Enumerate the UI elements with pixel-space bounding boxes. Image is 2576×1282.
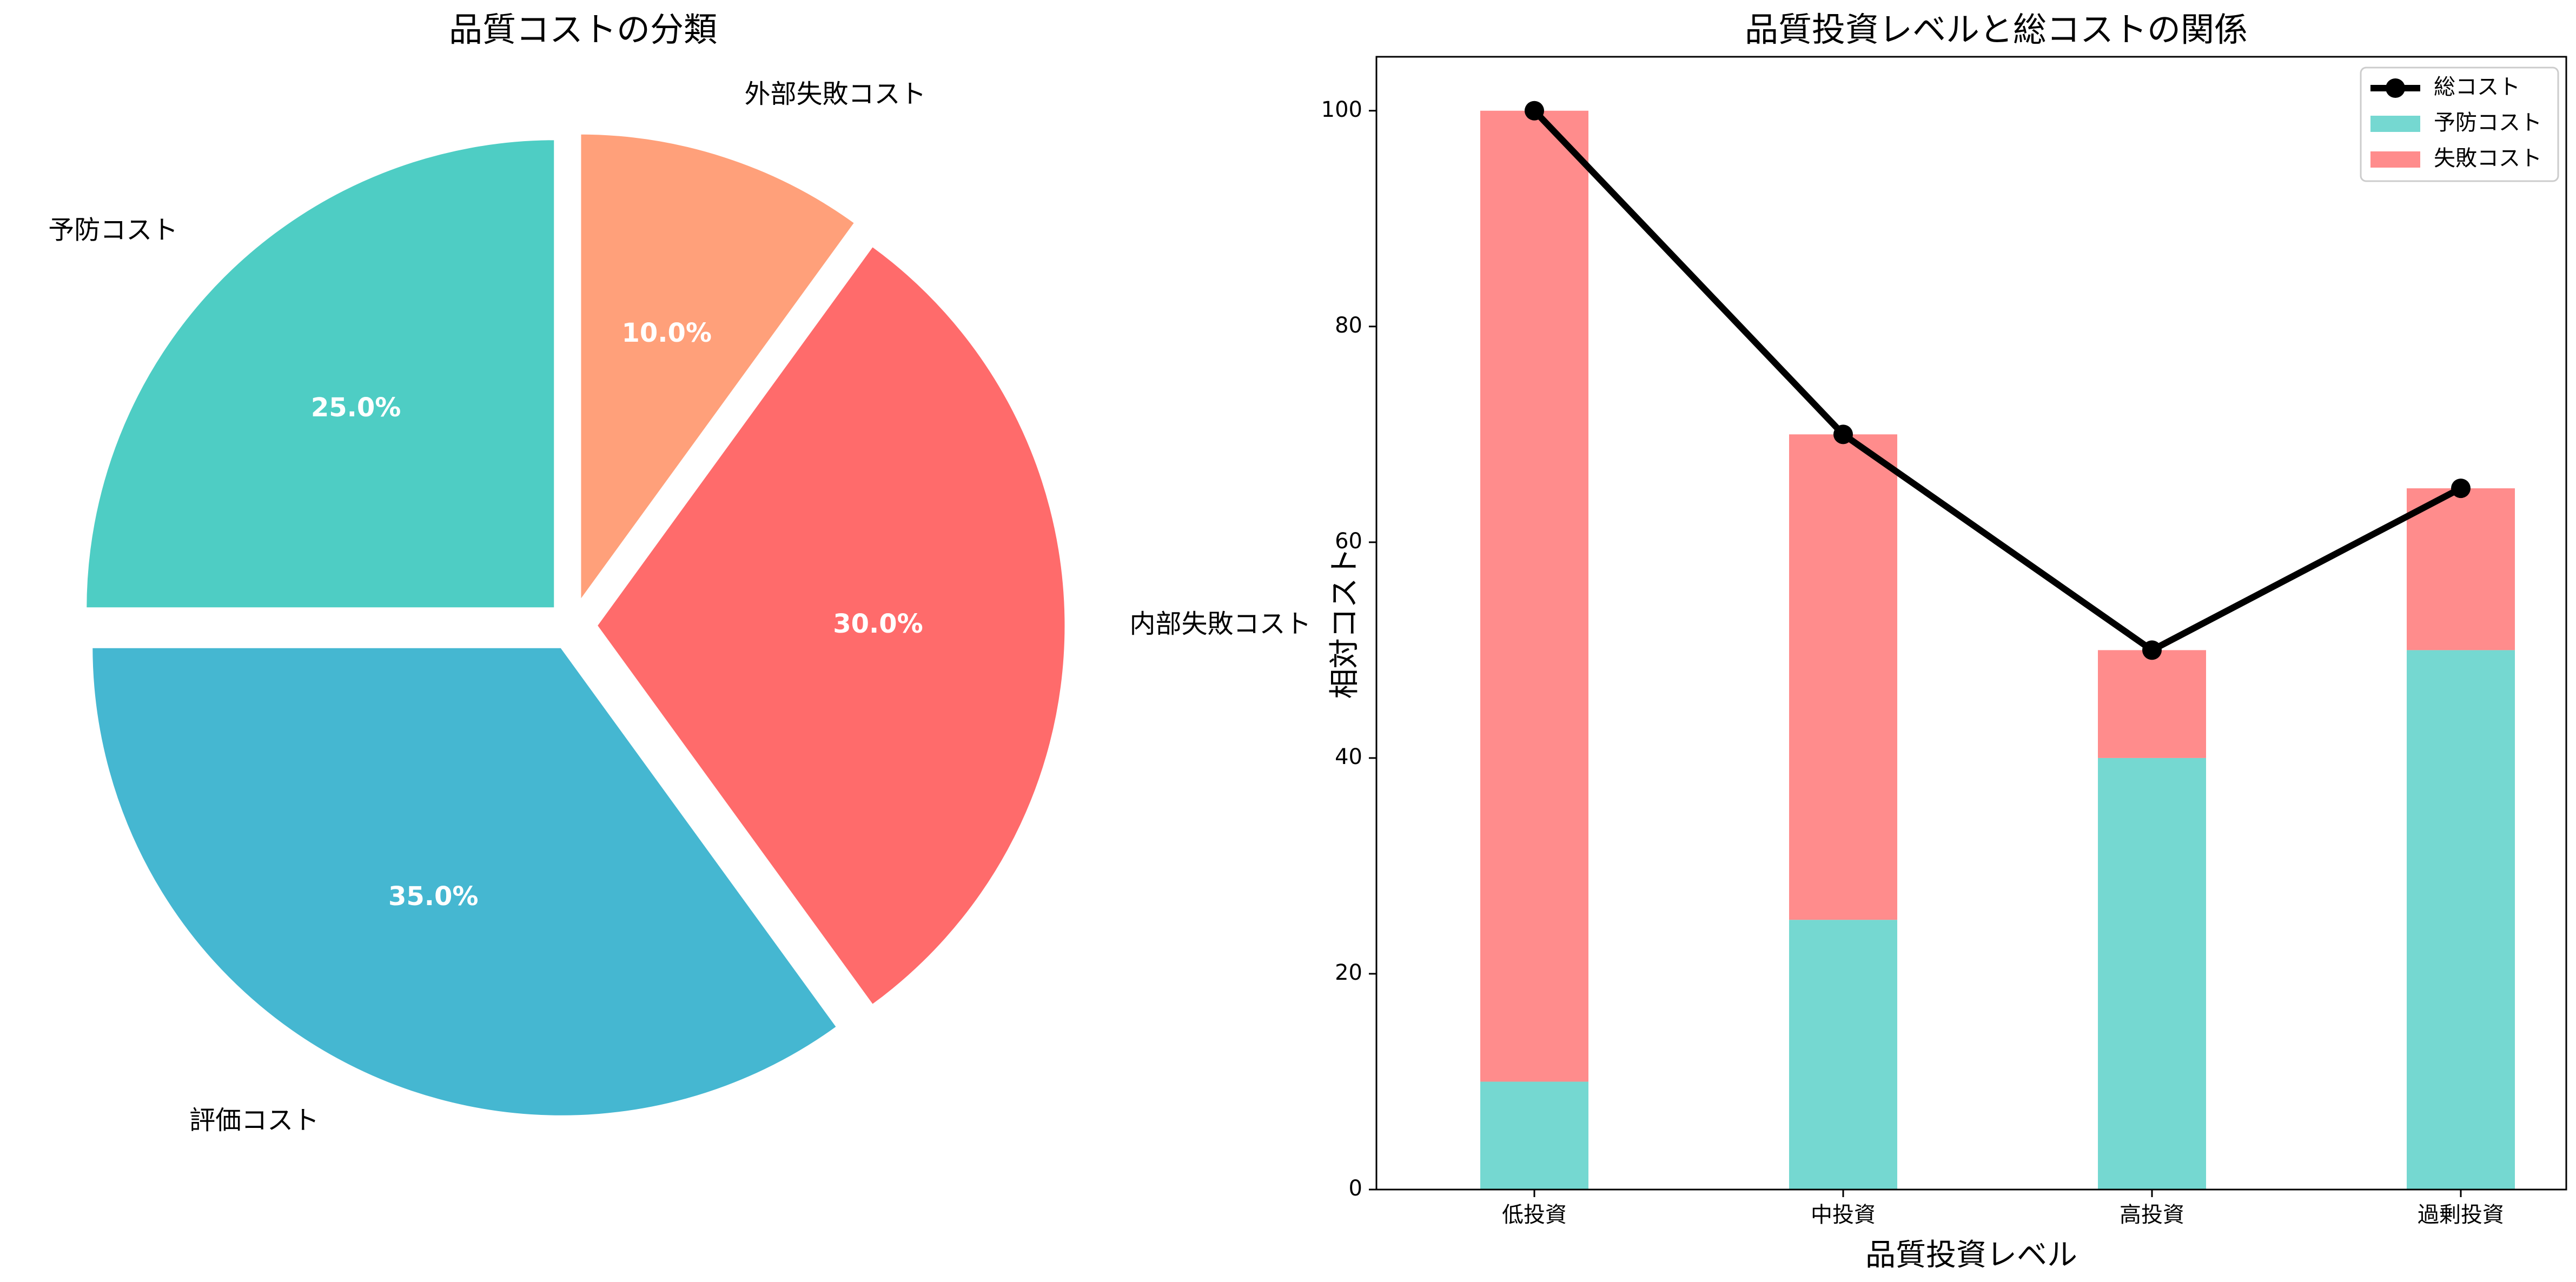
bars xyxy=(1480,110,2515,1190)
pie-label-internal-failure: 内部失敗コスト xyxy=(1130,609,1312,639)
pie-labels: 25.0% 予防コスト 35.0% 評価コスト 30.0% 内部失敗コスト 10.0% 外部失… xyxy=(48,79,1311,1135)
y-tick-label: 100 xyxy=(1321,97,1362,122)
pie-slices xyxy=(83,131,1068,1119)
bar-prevention-4 xyxy=(2407,650,2515,1190)
y-axis-label: 相対コスト xyxy=(1327,548,1362,699)
x-axis-label: 品質投資レベル xyxy=(1865,1238,2077,1273)
total-cost-line xyxy=(1525,101,2471,660)
x-tick-label: 高投資 xyxy=(2120,1203,2184,1227)
y-tick-label: 60 xyxy=(1335,529,1362,554)
y-tick-label: 80 xyxy=(1335,313,1362,338)
y-axis-ticks: 0 20 40 60 80 100 xyxy=(1321,97,1376,1201)
pie-chart: 品質コストの分類 25.0% 予防コスト 35.0% 評価コスト 30.0% 内部失敗コス… xyxy=(48,10,1311,1135)
plot-frame xyxy=(1375,56,2567,1191)
legend-swatch-failure xyxy=(2370,151,2420,168)
bar-chart: 品質投資レベルと総コストの関係 0 20 40 60 80 100 低投資 中投資 高投資 過剰… xyxy=(1321,10,2567,1273)
legend-marker-total-cost xyxy=(2386,78,2405,98)
pie-label-external-failure: 外部失敗コスト xyxy=(744,79,926,109)
pie-label-prevention: 予防コスト xyxy=(48,215,178,245)
total-cost-point-4 xyxy=(2451,479,2471,499)
x-tick-label: 低投資 xyxy=(1502,1203,1567,1227)
pie-percent-external-failure: 10.0% xyxy=(621,318,712,348)
pie-percent-internal-failure: 30.0% xyxy=(833,609,923,639)
pie-slice-prevention xyxy=(83,137,558,611)
pie-label-appraisal: 評価コスト xyxy=(189,1105,319,1135)
bar-failure-3 xyxy=(2098,650,2206,758)
x-axis-ticks: 低投資 中投資 高投資 過剰投資 xyxy=(1502,1190,2504,1227)
total-cost-point-2 xyxy=(1833,424,1853,444)
y-tick-label: 20 xyxy=(1335,960,1362,985)
bar-title: 品質投資レベルと総コストの関係 xyxy=(1745,10,2248,49)
bar-prevention-2 xyxy=(1789,920,1897,1190)
bar-prevention-1 xyxy=(1480,1081,1588,1190)
legend-label-total-cost: 総コスト xyxy=(2434,75,2520,99)
total-cost-polyline xyxy=(1532,108,2462,654)
total-cost-point-1 xyxy=(1525,101,1544,121)
pie-slice-external-failure xyxy=(578,131,859,608)
legend-label-failure: 失敗コスト xyxy=(2434,146,2542,171)
bar-failure-1 xyxy=(1480,110,1588,1082)
bar-failure-4 xyxy=(2407,488,2515,650)
y-tick-label: 40 xyxy=(1335,745,1362,769)
legend-label-prevention: 予防コスト xyxy=(2434,110,2542,135)
x-tick-label: 過剰投資 xyxy=(2418,1203,2504,1227)
pie-slice-internal-failure xyxy=(593,242,1068,1009)
pie-title: 品質コストの分類 xyxy=(449,10,717,49)
bar-failure-2 xyxy=(1789,434,1897,920)
legend-swatch-prevention xyxy=(2370,116,2420,132)
pie-slice-appraisal xyxy=(89,645,840,1119)
pie-percent-appraisal: 35.0% xyxy=(388,881,479,912)
bar-prevention-3 xyxy=(2098,758,2206,1190)
y-tick-label: 0 xyxy=(1349,1176,1362,1201)
total-cost-point-3 xyxy=(2142,640,2162,660)
x-tick-label: 中投資 xyxy=(1811,1203,1876,1227)
pie-percent-prevention: 25.0% xyxy=(311,393,401,423)
